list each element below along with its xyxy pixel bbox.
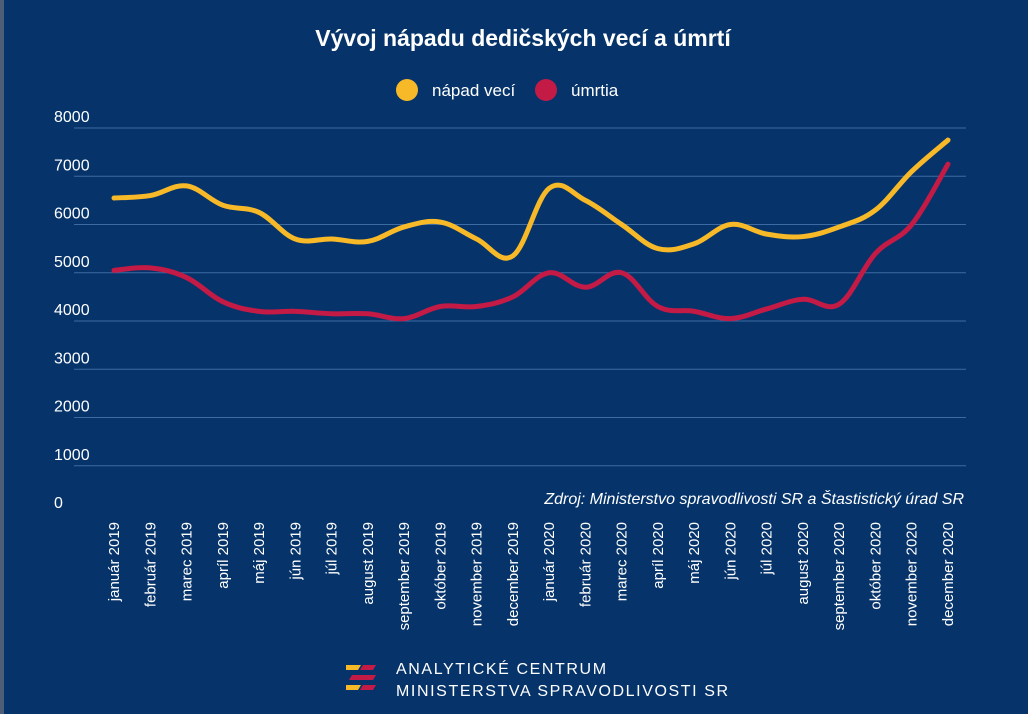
x-tick-label: november 2019 — [469, 522, 486, 626]
x-tick-label: august 2020 — [795, 522, 812, 605]
y-tick-label: 0 — [54, 495, 63, 512]
y-tick-label: 6000 — [54, 206, 90, 223]
x-tick-label: september 2019 — [396, 522, 413, 630]
x-tick-label: november 2020 — [904, 522, 921, 626]
legend-label: nápad vecí — [432, 81, 515, 100]
x-axis-ticks: január 2019 február 2019 marec 2019 apríl 2… — [106, 522, 957, 630]
chart-title: Vývoj nápadu dedičských vecí a úmrtí — [315, 25, 732, 51]
y-tick-label: 7000 — [54, 157, 90, 174]
x-tick-label: júl 2019 — [324, 522, 341, 576]
x-tick-label: júl 2020 — [759, 522, 776, 576]
footer-line-1: ANALYTICKÉ CENTRUM — [396, 661, 608, 678]
legend-marker — [396, 79, 418, 101]
series-line-0 — [111, 137, 951, 261]
x-tick-label: jún 2019 — [287, 522, 304, 581]
y-tick-label: 5000 — [54, 254, 90, 271]
y-tick-label: 2000 — [54, 399, 90, 416]
grid-lines — [74, 127, 966, 467]
x-tick-label: október 2019 — [432, 522, 449, 610]
footer-branding: ANALYTICKÉ CENTRUM MINISTERSTVA SPRAVODL… — [344, 656, 764, 706]
x-tick-label: február 2020 — [577, 522, 594, 607]
x-tick-label: január 2019 — [106, 522, 123, 602]
y-tick-label: 4000 — [54, 302, 90, 319]
x-tick-label: september 2020 — [831, 522, 848, 630]
line-chart: Vývoj nápadu dedičských vecí a úmrtí náp… — [54, 25, 966, 630]
x-tick-label: október 2020 — [867, 522, 884, 610]
x-tick-label: december 2020 — [940, 522, 957, 626]
x-tick-label: február 2019 — [142, 522, 159, 607]
x-tick-label: apríl 2020 — [650, 522, 667, 589]
source-note: Zdroj: Ministerstvo spravodlivosti SR a … — [543, 489, 964, 508]
analytic-centre-logo-icon — [346, 665, 376, 690]
footer-line-2: MINISTERSTVA SPRAVODLIVOSTI SR — [396, 683, 730, 700]
x-tick-label: máj 2020 — [686, 522, 703, 584]
x-tick-label: december 2019 — [505, 522, 522, 626]
x-tick-label: jún 2020 — [722, 522, 739, 581]
legend-label: úmrtia — [571, 81, 619, 100]
x-tick-label: marec 2020 — [614, 522, 631, 601]
x-tick-label: apríl 2019 — [215, 522, 232, 589]
x-tick-label: marec 2019 — [179, 522, 196, 601]
y-tick-label: 8000 — [54, 109, 90, 126]
series-lines — [111, 137, 951, 322]
y-tick-label: 3000 — [54, 350, 90, 367]
legend: nápad vecí úmrtia — [396, 79, 619, 101]
legend-marker — [535, 79, 557, 101]
x-tick-label: január 2020 — [541, 522, 558, 602]
y-axis-ticks: 0 1000 2000 3000 4000 5000 6000 7000 8000 — [54, 109, 90, 512]
x-tick-label: máj 2019 — [251, 522, 268, 584]
y-tick-label: 1000 — [54, 447, 90, 464]
x-tick-label: august 2019 — [360, 522, 377, 605]
series-line-1 — [111, 161, 951, 322]
chart-frame: Vývoj nápadu dedičských vecí a úmrtí náp… — [4, 0, 1028, 714]
